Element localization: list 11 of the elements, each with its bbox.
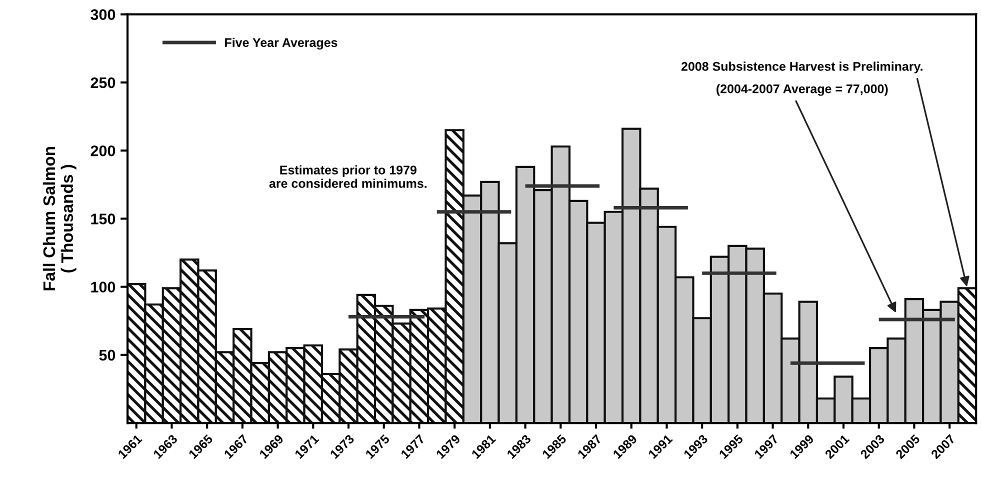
annotation: (2004-2007 Average = 77,000) (716, 84, 888, 96)
annotation: 2008 Subsistence Harvest is Preliminary. (681, 62, 922, 74)
y-tick-label: 100 (91, 282, 116, 292)
y-tick-label: 50 (99, 350, 116, 361)
y-axis-title: Fall Chum Salmon ( Thousands ) (42, 147, 76, 290)
y-tick-label: 250 (90, 77, 116, 88)
annotation: Estimates prior to 1979 are considered minimums. (269, 165, 426, 188)
legend-label: Five Year Averages (225, 38, 338, 50)
y-tick-label: 200 (90, 145, 116, 156)
y-tick-label: 150 (91, 214, 116, 224)
y-tick-label: 300 (90, 9, 116, 20)
